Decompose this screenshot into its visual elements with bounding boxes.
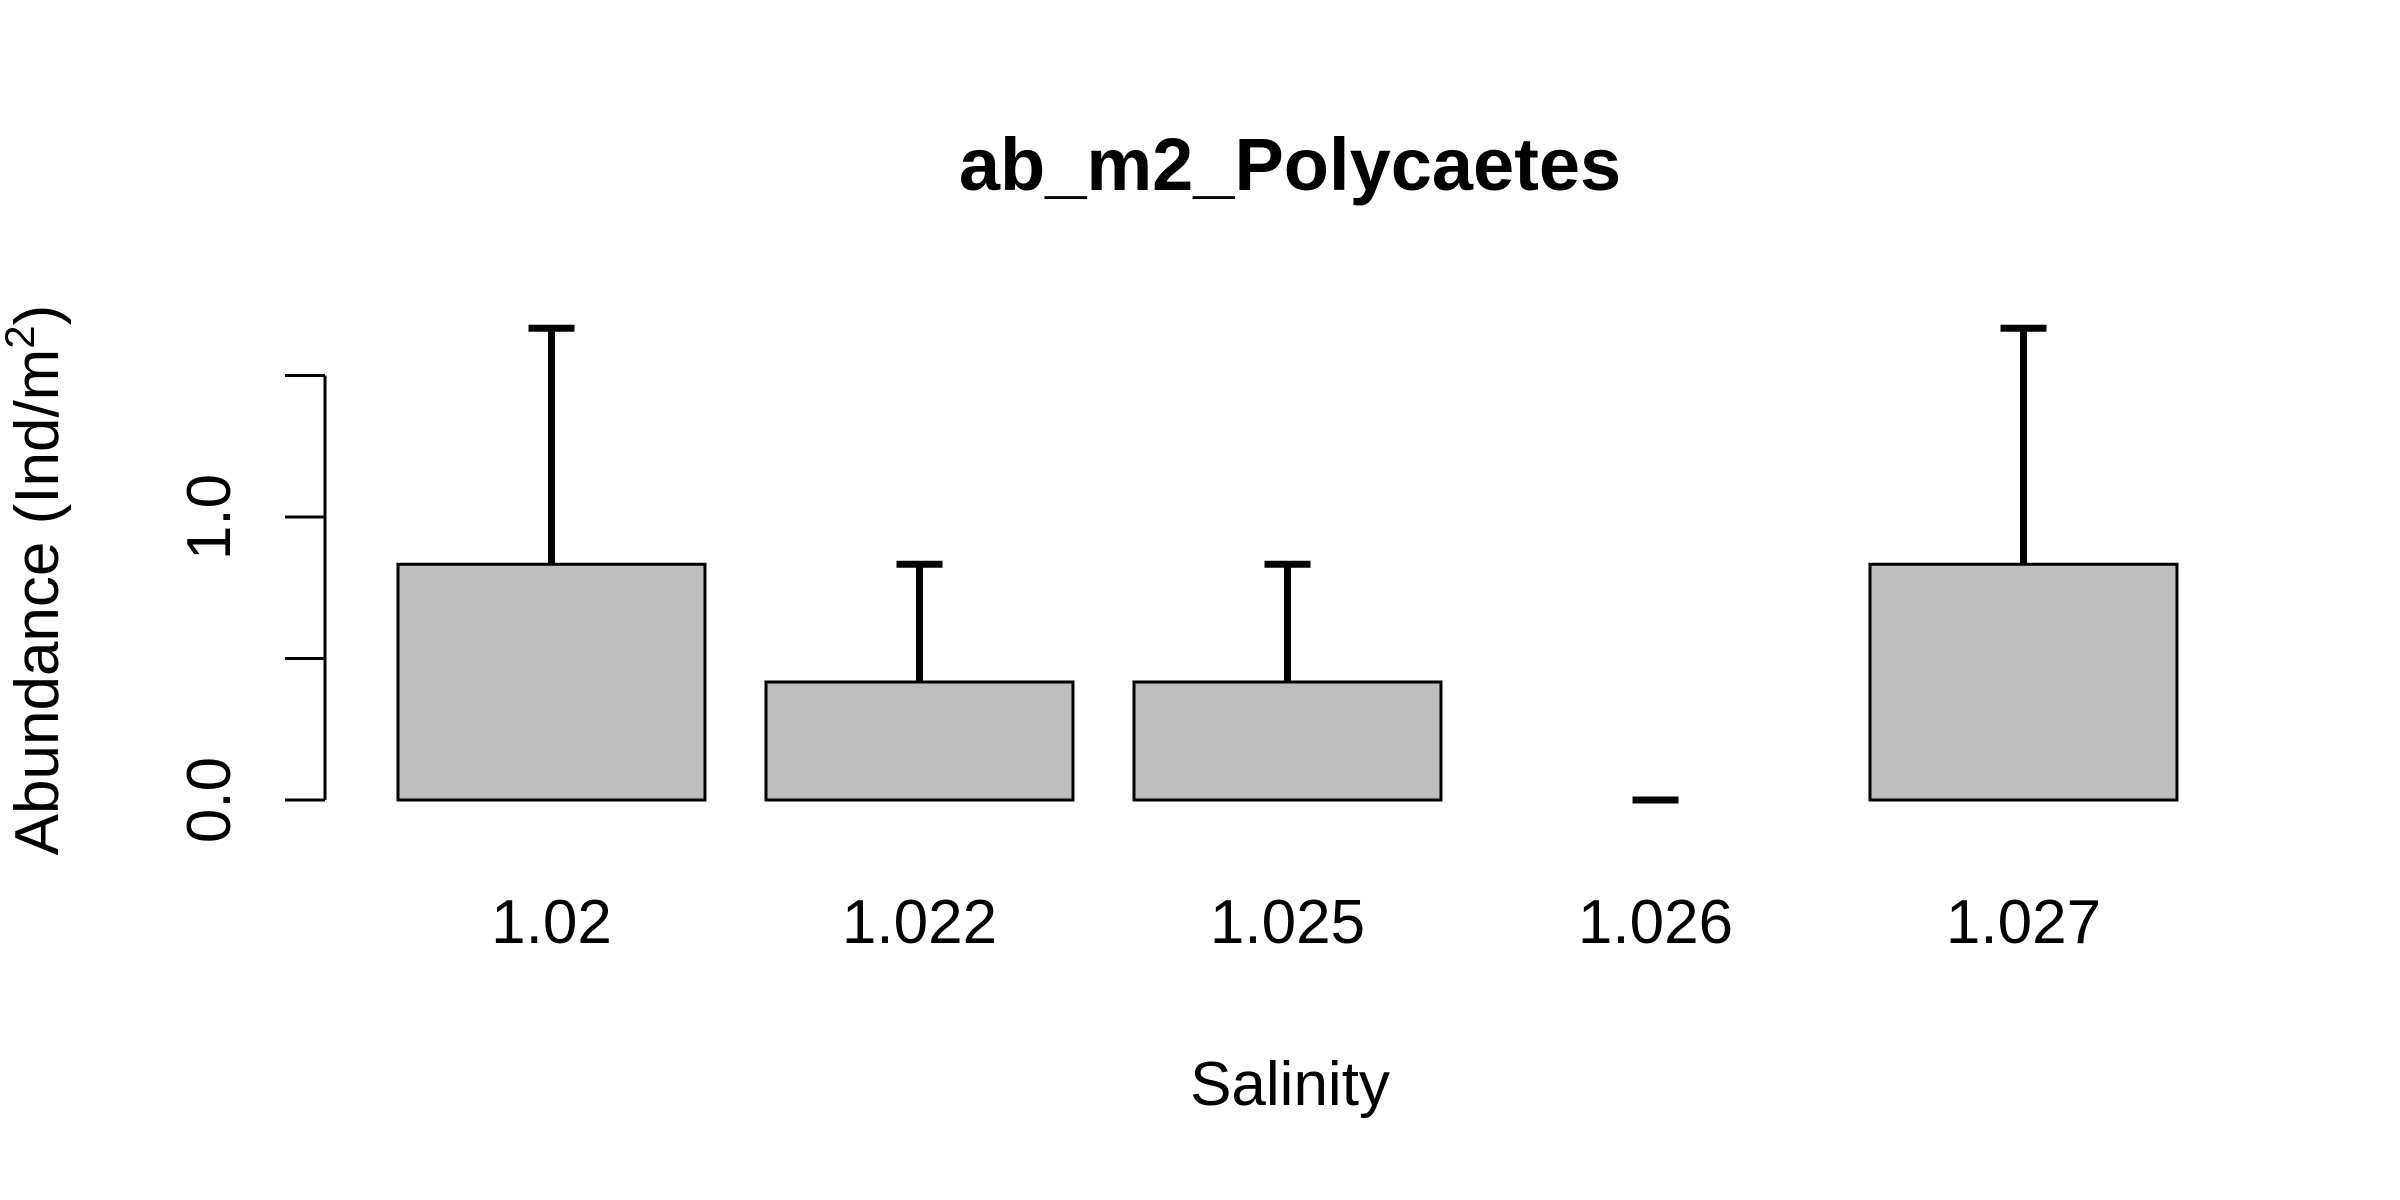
error-bars bbox=[528, 324, 2047, 804]
error-bar bbox=[896, 560, 943, 682]
error-bar bbox=[1264, 560, 1311, 682]
x-tick-label: 1.022 bbox=[842, 888, 997, 957]
bar bbox=[1868, 562, 2179, 802]
x-tick-label: 1.027 bbox=[1946, 888, 2101, 957]
x-tick-labels: 1.02 1.022 1.025 1.026 1.027 bbox=[491, 888, 2101, 957]
x-tick-label: 1.026 bbox=[1578, 888, 1733, 957]
y-axis: 0.0 1.0 bbox=[175, 374, 327, 843]
y-axis-label: Abundance (Ind/m2) bbox=[0, 305, 72, 856]
y-axis-label-close: ) bbox=[3, 305, 72, 326]
bars bbox=[396, 562, 2179, 802]
x-axis-label: Salinity bbox=[1190, 1050, 1390, 1119]
error-bar bbox=[2000, 324, 2047, 565]
x-tick-label: 1.025 bbox=[1210, 888, 1365, 957]
y-axis-label-main: Abundance (Ind/m bbox=[3, 349, 72, 856]
error-bar bbox=[528, 324, 575, 565]
y-axis-label-superscript: 2 bbox=[0, 325, 43, 348]
bar bbox=[764, 680, 1075, 802]
y-tick-label: 1.0 bbox=[175, 474, 244, 560]
bar bbox=[396, 562, 707, 802]
chart-title: ab_m2_Polycaetes bbox=[959, 123, 1621, 206]
bar bbox=[1132, 680, 1443, 802]
x-tick-label: 1.02 bbox=[491, 888, 612, 957]
y-tick-label: 0.0 bbox=[175, 757, 244, 843]
